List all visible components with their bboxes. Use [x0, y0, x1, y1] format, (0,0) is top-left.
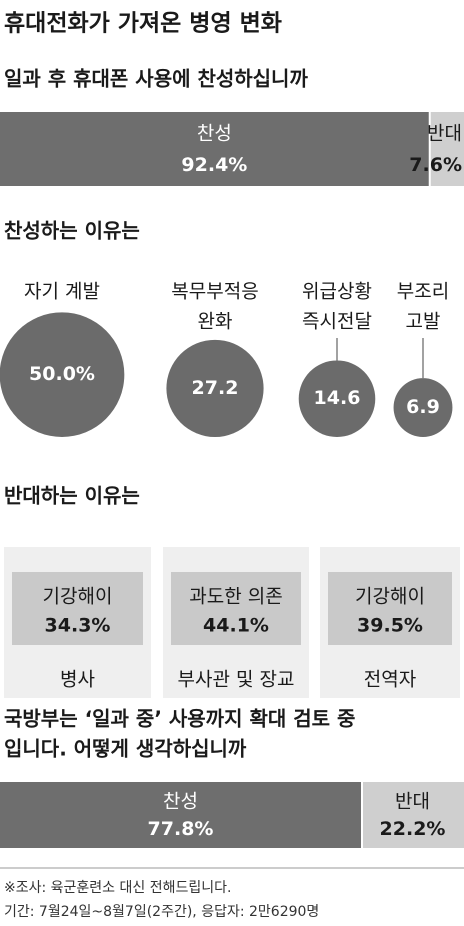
- segment-name: 반대: [427, 123, 462, 145]
- category-label: 복무부적응: [171, 281, 258, 303]
- data-label: 92.4%: [181, 154, 247, 176]
- category-label: 부조리: [397, 281, 449, 303]
- category-label: 고발: [406, 311, 441, 333]
- category-label: 완화: [198, 311, 233, 333]
- section-title: 국방부는 ‘일과 중’ 사용까지 확대 검토 중: [4, 707, 355, 731]
- category-label: 자기 계발: [24, 281, 100, 303]
- reason-label: 기강해이: [355, 586, 425, 608]
- data-label: 44.1%: [203, 615, 269, 637]
- data-label: 34.3%: [45, 615, 111, 637]
- data-label: 6.9: [406, 396, 440, 418]
- data-label: 77.8%: [148, 818, 214, 840]
- page-title: 휴대전화가 가져온 병영 변화: [4, 11, 282, 37]
- note: ※조사: 육군훈련소 대신 전해드립니다.: [4, 880, 231, 896]
- data-label: 50.0%: [29, 363, 95, 385]
- reason-label: 과도한 의존: [189, 586, 282, 608]
- section-title: 반대하는 이유는: [4, 484, 140, 508]
- column-box: [12, 572, 143, 645]
- bar-segment: [430, 112, 464, 186]
- bubble: [166, 339, 264, 437]
- group-label: 부사관 및 장교: [178, 669, 295, 691]
- category-label: 즉시전달: [302, 311, 372, 333]
- data-label: 39.5%: [357, 615, 423, 637]
- data-label: 27.2: [192, 377, 239, 399]
- group-label: 전역자: [364, 669, 416, 691]
- column-box: [328, 572, 452, 645]
- bubble: [393, 378, 453, 437]
- category-label: 위급상황: [302, 281, 372, 303]
- data-label: 22.2%: [380, 818, 446, 840]
- segment-name: 반대: [395, 790, 430, 812]
- bubble: [298, 360, 376, 437]
- note: 기간: 7월24일~8월7일(2주간), 응답자: 2만6290명: [4, 904, 319, 920]
- bar-segment: [362, 782, 464, 848]
- section-title: 입니다. 어떻게 생각하십니까: [4, 737, 247, 761]
- segment-name: 찬성: [163, 790, 198, 812]
- segment-name: 찬성: [197, 123, 232, 145]
- bubble: [0, 312, 125, 437]
- section-title: 일과 후 휴대폰 사용에 찬성하십니까: [4, 67, 308, 91]
- group-label: 병사: [60, 669, 95, 691]
- bar-segment: [0, 112, 429, 186]
- data-label: 14.6: [314, 387, 361, 409]
- data-label: 7.6%: [409, 154, 462, 176]
- bar-segment: [0, 782, 361, 848]
- reason-label: 기강해이: [43, 586, 113, 608]
- section-title: 찬성하는 이유는: [4, 219, 140, 243]
- column-box: [171, 572, 301, 645]
